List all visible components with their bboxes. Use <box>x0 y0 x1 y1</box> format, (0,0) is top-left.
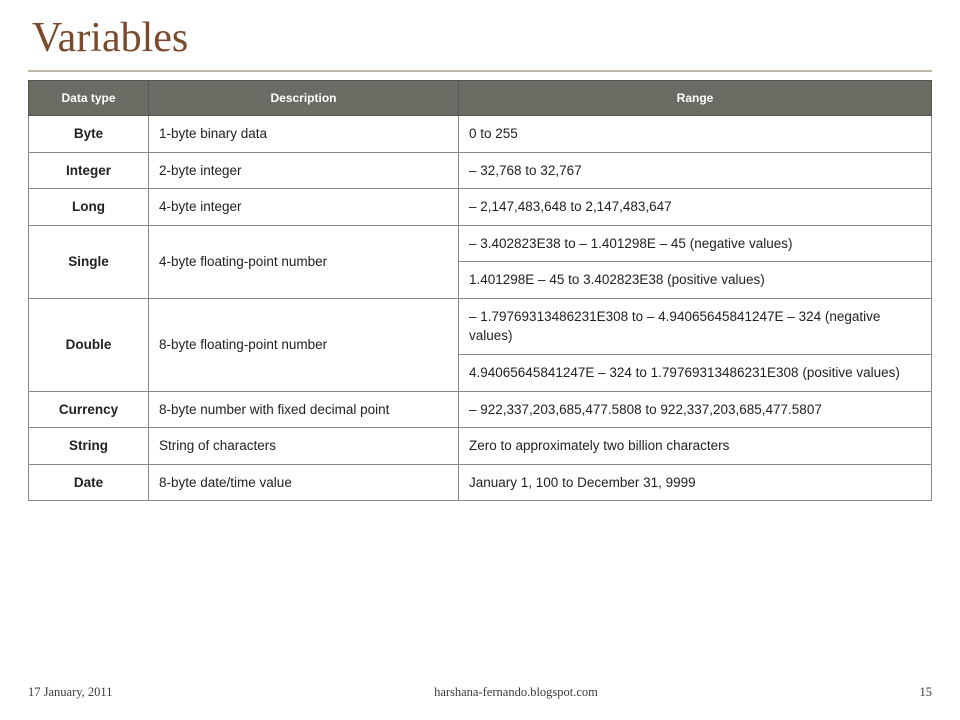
cell-range: 1.401298E – 45 to 3.402823E38 (positive … <box>459 262 932 299</box>
table-row: Date8-byte date/time valueJanuary 1, 100… <box>29 464 932 501</box>
footer-site: harshana-fernando.blogspot.com <box>434 685 598 700</box>
variables-table: Data type Description Range Byte1-byte b… <box>28 80 932 501</box>
cell-range: – 1.79769313486231E308 to – 4.9406564584… <box>459 298 932 354</box>
cell-type: Long <box>29 189 149 226</box>
col-header-range: Range <box>459 81 932 116</box>
cell-description: String of characters <box>149 428 459 465</box>
slide-title: Variables <box>32 14 932 62</box>
title-rule <box>28 70 932 72</box>
table-row: Currency8-byte number with fixed decimal… <box>29 391 932 428</box>
cell-range: January 1, 100 to December 31, 9999 <box>459 464 932 501</box>
cell-description: 4-byte floating-point number <box>149 225 459 298</box>
footer-date: 17 January, 2011 <box>28 685 112 700</box>
table-row: Long4-byte integer– 2,147,483,648 to 2,1… <box>29 189 932 226</box>
cell-description: 8-byte date/time value <box>149 464 459 501</box>
cell-description: 2-byte integer <box>149 152 459 189</box>
col-header-datatype: Data type <box>29 81 149 116</box>
cell-type: Date <box>29 464 149 501</box>
cell-type: Byte <box>29 116 149 153</box>
cell-type: Currency <box>29 391 149 428</box>
cell-type: String <box>29 428 149 465</box>
col-header-description: Description <box>149 81 459 116</box>
cell-range: Zero to approximately two billion charac… <box>459 428 932 465</box>
cell-range: – 922,337,203,685,477.5808 to 922,337,20… <box>459 391 932 428</box>
cell-description: 8-byte number with fixed decimal point <box>149 391 459 428</box>
cell-range: 0 to 255 <box>459 116 932 153</box>
cell-description: 8-byte floating-point number <box>149 298 459 391</box>
cell-description: 1-byte binary data <box>149 116 459 153</box>
cell-range: – 3.402823E38 to – 1.401298E – 45 (negat… <box>459 225 932 262</box>
slide-footer: 17 January, 2011 harshana-fernando.blogs… <box>28 685 932 700</box>
table-row: Single4-byte floating-point number– 3.40… <box>29 225 932 262</box>
cell-type: Double <box>29 298 149 391</box>
cell-type: Integer <box>29 152 149 189</box>
cell-description: 4-byte integer <box>149 189 459 226</box>
cell-type: Single <box>29 225 149 298</box>
cell-range: – 32,768 to 32,767 <box>459 152 932 189</box>
cell-range: 4.94065645841247E – 324 to 1.79769313486… <box>459 354 932 391</box>
footer-page: 15 <box>919 685 932 700</box>
table-row: StringString of charactersZero to approx… <box>29 428 932 465</box>
cell-range: – 2,147,483,648 to 2,147,483,647 <box>459 189 932 226</box>
table-row: Integer2-byte integer– 32,768 to 32,767 <box>29 152 932 189</box>
table-body: Byte1-byte binary data0 to 255Integer2-b… <box>29 116 932 501</box>
table-row: Byte1-byte binary data0 to 255 <box>29 116 932 153</box>
table-row: Double8-byte floating-point number– 1.79… <box>29 298 932 354</box>
